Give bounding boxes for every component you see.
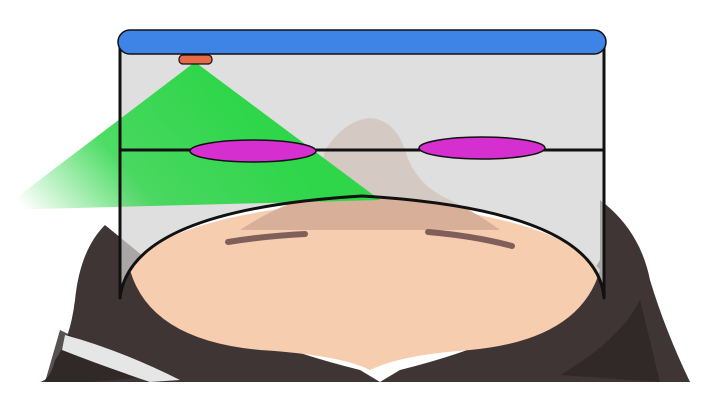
eyebrow-right bbox=[425, 229, 515, 249]
light-emitter-icon bbox=[178, 54, 213, 65]
light-beam-icon bbox=[0, 62, 380, 210]
face bbox=[130, 200, 600, 370]
headband-icon bbox=[117, 29, 607, 55]
collar bbox=[62, 335, 180, 382]
left-lens-icon bbox=[189, 139, 317, 163]
right-lens-icon bbox=[418, 136, 546, 160]
hair-shadow-right bbox=[560, 300, 660, 382]
eyebrow-left bbox=[225, 231, 308, 245]
visor-outline bbox=[118, 42, 606, 300]
